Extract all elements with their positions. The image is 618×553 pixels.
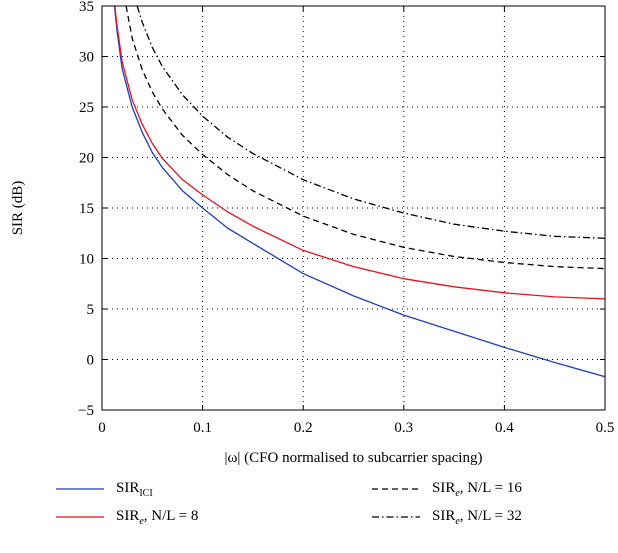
series-layer bbox=[113, 6, 605, 378]
y-tick-label: 10 bbox=[79, 252, 94, 268]
y-tick-label: 35 bbox=[79, 0, 94, 15]
legend-swatch bbox=[372, 516, 420, 518]
y-tick-label: −5 bbox=[78, 403, 94, 419]
legend-label: SIRe, N/L = 16 bbox=[432, 479, 522, 499]
legend-item-3: SIRe, N/L = 16 bbox=[372, 478, 522, 500]
legend-swatch bbox=[56, 488, 104, 490]
y-tick-label: 30 bbox=[79, 50, 94, 66]
legend-item-2: SIRe, N/L = 8 bbox=[56, 506, 198, 528]
y-tick-label: 20 bbox=[79, 151, 94, 167]
x-tick-label: 0.5 bbox=[596, 420, 615, 436]
y-tick-label: 15 bbox=[79, 201, 94, 217]
x-axis-label: |ω| (CFO normalised to subcarrier spacin… bbox=[225, 450, 483, 466]
y-axis-label: SIR (dB) bbox=[10, 181, 26, 236]
legend-item-4: SIRe, N/L = 32 bbox=[372, 506, 522, 528]
y-tick-label: 0 bbox=[87, 353, 95, 369]
y-tick-label: 5 bbox=[87, 302, 95, 318]
legend-label: SIRe, N/L = 8 bbox=[116, 507, 199, 527]
legend: SIRICI SIRe, N/L = 8 SIRe, N/L = 16 SIRe, N… bbox=[0, 468, 618, 548]
grid-layer bbox=[102, 6, 605, 410]
x-tick-label: 0.3 bbox=[394, 420, 413, 436]
x-tick-label: 0 bbox=[98, 420, 106, 436]
legend-swatch bbox=[56, 516, 104, 518]
x-tick-label: 0.1 bbox=[193, 420, 212, 436]
x-tick-label: 0.4 bbox=[495, 420, 514, 436]
series-line-4 bbox=[136, 6, 605, 239]
x-tick-label: 0.2 bbox=[294, 420, 313, 436]
series-line-3 bbox=[125, 6, 605, 270]
legend-item-1: SIRICI bbox=[56, 478, 153, 500]
legend-label: SIRe, N/L = 32 bbox=[432, 507, 522, 527]
series-line-1 bbox=[113, 6, 605, 378]
y-tick-label: 25 bbox=[79, 100, 94, 116]
legend-label: SIRICI bbox=[116, 479, 153, 499]
legend-swatch bbox=[372, 488, 420, 490]
series-line-2 bbox=[114, 6, 605, 300]
